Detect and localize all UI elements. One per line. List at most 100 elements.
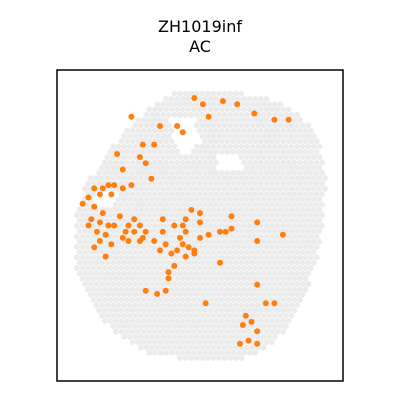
background-spot (129, 307, 136, 314)
highlight-spot (168, 250, 175, 257)
background-spot (249, 154, 256, 161)
background-spot (291, 296, 298, 303)
highlight-spot (136, 222, 143, 229)
background-spot (191, 286, 197, 293)
background-spot (185, 96, 192, 102)
background-spot (316, 143, 323, 150)
background-spot (205, 249, 211, 256)
background-spot (121, 196, 128, 203)
background-spot (182, 175, 189, 182)
background-spot (146, 328, 153, 335)
background-spot (263, 138, 270, 145)
background-spot (308, 254, 314, 261)
background-spot (263, 96, 270, 102)
background-spot (163, 96, 169, 102)
background-spot (115, 249, 122, 256)
background-spot (269, 106, 275, 113)
background-spot (260, 175, 267, 182)
background-spot (297, 117, 303, 123)
background-spot (302, 180, 309, 187)
background-spot (238, 111, 245, 118)
background-spot (227, 333, 234, 340)
background-spot (149, 154, 156, 161)
background-spot (227, 143, 234, 150)
background-spot (179, 307, 186, 314)
highlight-spot (234, 101, 241, 108)
background-spot (218, 296, 225, 303)
background-spot (210, 196, 217, 203)
background-spot (140, 244, 147, 250)
background-spot (224, 201, 231, 208)
background-spot (291, 159, 298, 166)
background-spot (260, 281, 267, 287)
background-spot (90, 222, 97, 229)
background-spot (205, 344, 211, 351)
background-spot (210, 259, 217, 266)
background-spot (160, 323, 167, 330)
background-spot (149, 122, 156, 129)
background-spot (227, 249, 234, 256)
background-spot (124, 307, 130, 314)
background-spot (310, 164, 317, 171)
background-spot (205, 133, 211, 139)
background-spot (205, 207, 211, 213)
background-spot (177, 333, 183, 340)
background-spot (227, 302, 234, 308)
background-spot (291, 275, 298, 282)
background-spot (174, 212, 181, 219)
background-spot (305, 249, 312, 256)
background-spot (274, 148, 281, 155)
background-spot (135, 286, 142, 293)
background-spot (319, 212, 326, 219)
highlight-spot (254, 340, 261, 347)
background-spot (213, 191, 220, 198)
background-spot (185, 296, 192, 303)
highlight-spot (151, 141, 158, 148)
background-spot (193, 291, 200, 298)
background-spot (110, 281, 116, 287)
background-spot (263, 307, 270, 314)
background-spot (163, 339, 169, 345)
background-spot (316, 217, 323, 224)
background-spot (246, 117, 253, 123)
background-spot (271, 175, 278, 182)
background-spot (210, 122, 217, 129)
background-spot (246, 307, 253, 314)
background-spot (285, 191, 292, 198)
background-spot (132, 175, 139, 182)
background-spot (266, 196, 273, 203)
background-spot (291, 307, 298, 314)
background-spot (271, 238, 278, 245)
background-spot (138, 175, 144, 182)
background-spot (269, 254, 275, 261)
background-spot (216, 281, 222, 287)
background-spot (152, 307, 158, 314)
background-spot (132, 323, 139, 330)
highlight-spot (159, 228, 166, 235)
background-spot (140, 318, 147, 324)
background-spot (177, 228, 183, 235)
background-spot (218, 148, 225, 155)
background-spot (165, 323, 172, 330)
background-spot (165, 344, 172, 351)
background-spot (246, 138, 253, 145)
background-spot (207, 138, 214, 145)
background-spot (121, 302, 128, 308)
background-spot (193, 323, 200, 330)
background-spot (210, 154, 217, 161)
background-spot (174, 275, 181, 282)
highlight-spots (79, 95, 292, 347)
background-spot (257, 265, 264, 271)
background-spot (129, 328, 136, 335)
background-spot (274, 170, 281, 176)
background-spot (124, 212, 130, 219)
background-spot (310, 154, 317, 161)
background-spot (285, 148, 292, 155)
background-spot (271, 217, 278, 224)
background-spot (244, 143, 250, 150)
background-spot (196, 127, 203, 134)
background-spot (224, 254, 231, 261)
background-spot (241, 349, 248, 356)
background-spot (196, 328, 203, 335)
background-spot (99, 312, 105, 319)
